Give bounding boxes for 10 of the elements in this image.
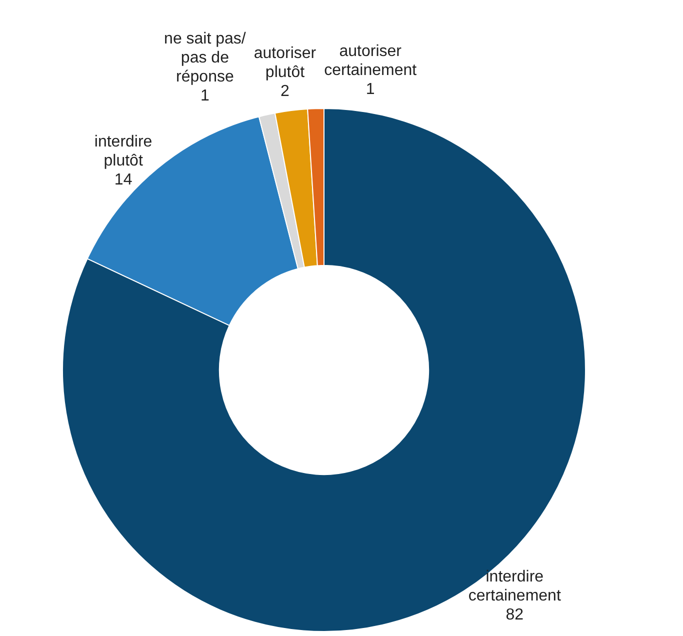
slice-label: interdire certainement (468, 568, 562, 604)
slice-label: ne sait pas/ pas de réponse (164, 30, 246, 86)
data-label: 1 (366, 81, 375, 98)
data-label: 14 (114, 171, 132, 188)
data-label: 2 (280, 83, 290, 100)
slice-label: autoriser plutôt (254, 45, 317, 82)
data-label: 1 (200, 87, 210, 104)
data-label: 82 (506, 606, 524, 624)
slice-label: interdire plutôt (94, 133, 152, 170)
slice-label: autoriser certainement (324, 43, 418, 80)
